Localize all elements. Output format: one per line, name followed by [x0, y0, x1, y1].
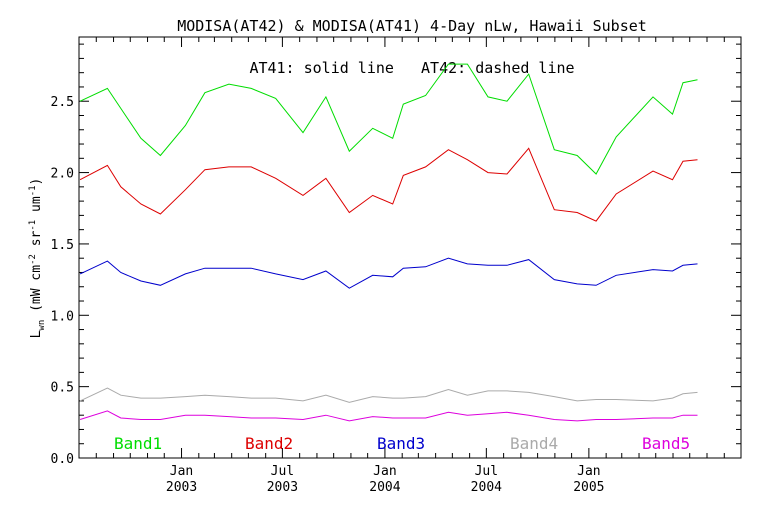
- legend-entry-band3: Band3: [377, 434, 425, 453]
- x-tick-label-year: 2003: [267, 480, 298, 495]
- y-axis-label: Lwn (mW cm-2 sr-1 um-1): [28, 178, 47, 339]
- ylabel-mid2: um: [29, 196, 44, 220]
- y-axis: 0.0 0.5 1.0 1.5 2.0 2.5: [51, 43, 741, 467]
- ylabel-sub: wn: [37, 320, 47, 331]
- y-tick-label: 1.0: [51, 309, 74, 324]
- x-tick-label-month: Jul: [271, 464, 294, 479]
- chart-title: MODISA(AT42) & MODISA(AT41) 4-Day nLw, H…: [177, 17, 647, 35]
- y-tick-label: 2.0: [51, 167, 74, 182]
- y-tick-label: 2.5: [51, 95, 74, 110]
- x-tick-label-year: 2005: [573, 480, 604, 495]
- legend-entry-band1: Band1: [114, 434, 162, 453]
- x-tick-label-month: Jan: [170, 464, 193, 479]
- legend: Band1 Band2 Band3 Band4 Band5: [114, 434, 690, 453]
- legend-entry-band5: Band5: [642, 434, 690, 453]
- x-tick-label-year: 2004: [369, 480, 400, 495]
- series-line-band1: [79, 63, 698, 175]
- x-tick-label-month: Jul: [475, 464, 498, 479]
- x-tick-label-month: Jan: [373, 464, 396, 479]
- x-tick-label-month: Jan: [577, 464, 600, 479]
- annotation: AT41: solid line AT42: dashed line: [249, 59, 574, 77]
- series-line-band4: [79, 387, 698, 403]
- y-tick-label: 1.5: [51, 238, 74, 253]
- series-line-band3: [79, 257, 698, 289]
- y-tick-label: 0.5: [51, 381, 74, 396]
- ylabel-rest: (mW cm: [29, 265, 44, 320]
- ylabel-sup1: -2: [28, 254, 38, 265]
- ylabel-end: ): [29, 178, 44, 186]
- ylabel-sup3: -1: [28, 185, 38, 196]
- series-line-band5: [79, 410, 698, 422]
- ylabel-sup2: -1: [28, 220, 38, 231]
- y-tick-label: 0.0: [51, 452, 74, 467]
- series-line-band2: [79, 147, 698, 222]
- plot-frame: [78, 36, 742, 459]
- x-tick-label-year: 2003: [166, 480, 197, 495]
- ylabel-main: L: [29, 330, 44, 338]
- ylabel-mid: sr: [29, 230, 44, 254]
- legend-entry-band2: Band2: [245, 434, 293, 453]
- legend-entry-band4: Band4: [510, 434, 558, 453]
- x-tick-label-year: 2004: [471, 480, 502, 495]
- series-lines: [79, 63, 698, 422]
